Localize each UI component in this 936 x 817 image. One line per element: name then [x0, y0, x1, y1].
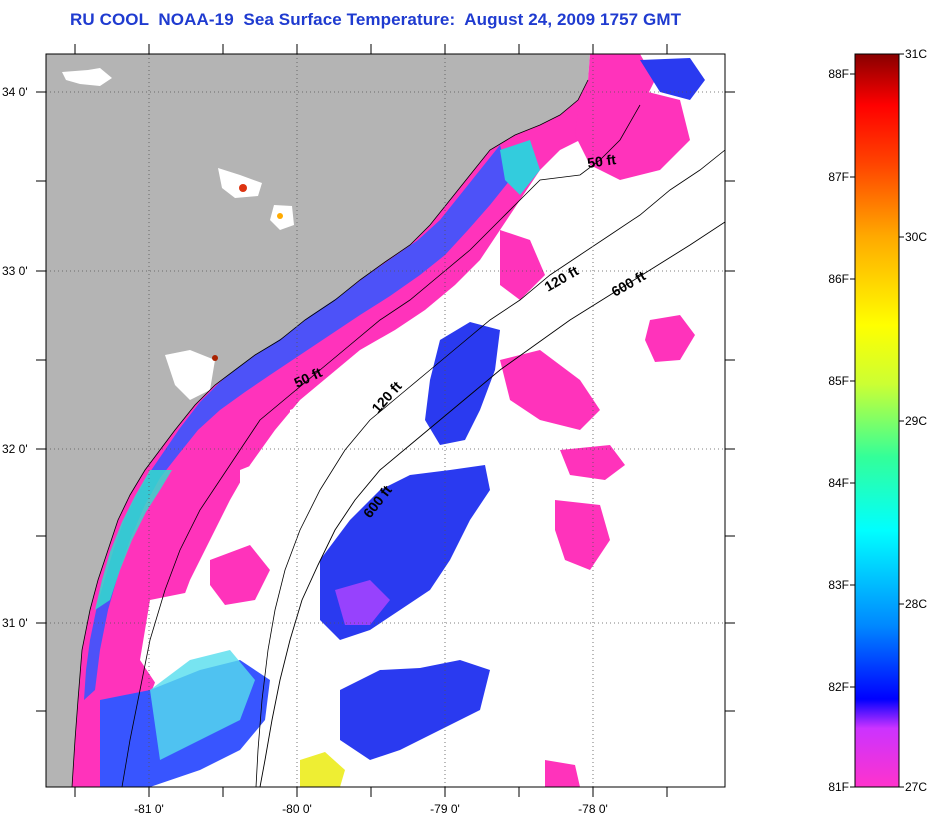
sst-patch-violet-1	[335, 580, 390, 625]
lat-label-32: 32 0'	[2, 442, 28, 456]
colorbar-label-87f: 87F	[828, 170, 849, 184]
inland-water-2	[218, 168, 262, 198]
colorbar-label-82f: 82F	[828, 680, 849, 694]
sst-patch-pink-8	[545, 760, 580, 787]
colorbar-gradient	[854, 53, 900, 788]
colorbar-label-30c: 30C	[905, 230, 927, 244]
sst-patch-pink-1	[575, 90, 690, 180]
lon-label-79: -79 0'	[430, 802, 460, 816]
sst-patch-pink-5	[555, 500, 610, 570]
axis-ticks	[36, 44, 735, 797]
lon-label-80: -80 0'	[282, 802, 312, 816]
colorbar-label-85f: 85F	[828, 374, 849, 388]
colorbar-label-29c: 29C	[905, 414, 927, 428]
sst-patch-pink-6	[210, 545, 270, 605]
sst-patch-yellow-south	[300, 752, 345, 787]
colorbar: 88F 87F 86F 85F 84F 83F 82F 81F 31C 30C …	[828, 47, 927, 794]
colorbar-label-81f: 81F	[828, 780, 849, 794]
isobath-50ft	[121, 104, 641, 787]
sst-patch-cyan-north	[500, 140, 540, 195]
isobath-120ft	[255, 149, 725, 787]
lat-label-34: 34 0'	[2, 85, 28, 99]
sst-band-nearshore-blue	[84, 145, 510, 700]
land-mass	[46, 54, 590, 787]
colorbar-label-28c: 28C	[905, 597, 927, 611]
coastline	[71, 79, 589, 787]
isobath-600ft	[259, 221, 725, 787]
sst-patch-blue-1	[425, 322, 500, 445]
colorbar-label-27c: 27C	[905, 780, 927, 794]
lat-label-31: 31 0'	[2, 616, 28, 630]
colorbar-label-88f: 88F	[828, 67, 849, 81]
sst-patch-cyan-south	[150, 650, 255, 760]
lon-label-78: -78 0'	[578, 802, 608, 816]
sst-patch-pink-4	[560, 445, 625, 480]
map-title: RU COOL NOAA-19 Sea Surface Temperature:…	[70, 10, 682, 29]
lat-label-33: 33 0'	[2, 264, 28, 278]
colorbar-label-31c: 31C	[905, 47, 927, 61]
sst-patch-pink-2	[645, 315, 695, 362]
sst-patch-blue-north	[640, 58, 705, 100]
inland-water-1	[62, 68, 112, 86]
cloud-gap-2	[140, 580, 250, 690]
colorbar-label-84f: 84F	[828, 476, 849, 490]
lon-label-81: -81 0'	[134, 802, 164, 816]
sst-patch-pink-7	[500, 230, 545, 300]
sst-patch-pink-3	[500, 350, 600, 430]
map-frame	[45, 53, 726, 788]
cloud-gap-3	[240, 460, 270, 540]
cloud-gap-1	[290, 360, 440, 470]
inland-water-4	[165, 350, 215, 400]
sst-patch-blue-4	[340, 660, 490, 760]
colorbar-label-83f: 83F	[828, 578, 849, 592]
colorbar-label-86f: 86F	[828, 272, 849, 286]
sst-band-nearshore-cyan	[95, 470, 172, 610]
contour-label-50ft-north: 50 ft	[586, 151, 617, 171]
